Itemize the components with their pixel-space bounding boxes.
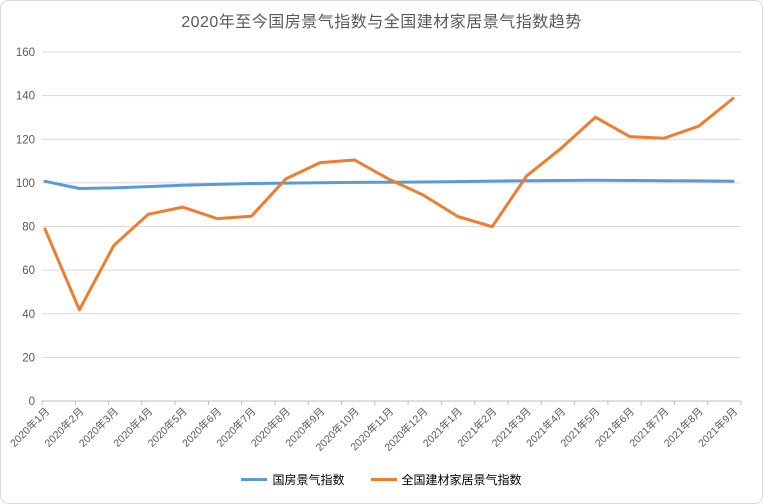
legend-line-swatch-orange xyxy=(370,477,397,481)
y-axis-tick-label-100: 100 xyxy=(16,178,35,190)
chart-title: 2020年至今国房景气指数与全国建材家居景气指数趋势 xyxy=(181,14,582,31)
chart-legend: 国房景气指数 全国建材家居景气指数 xyxy=(0,468,763,490)
y-axis-tick-label-60: 60 xyxy=(22,265,35,277)
legend-item-jiancai-index[interactable]: 全国建材家居景气指数 xyxy=(370,471,522,488)
y-axis-tick-label-120: 120 xyxy=(16,134,35,146)
legend-line-swatch-blue xyxy=(241,477,268,481)
chart-line-jiancai-index[interactable] xyxy=(43,97,735,312)
legend-label-guofang-index: 国房景气指数 xyxy=(272,472,345,487)
y-axis-tick-label-0: 0 xyxy=(29,396,35,408)
y-axis-tick-label-20: 20 xyxy=(22,352,35,364)
legend-item-guofang-index[interactable]: 国房景气指数 xyxy=(241,471,345,488)
y-axis-tick-label-80: 80 xyxy=(22,222,35,234)
legend-label-jiancai-index: 全国建材家居景气指数 xyxy=(401,472,522,487)
y-axis-tick-label-160: 160 xyxy=(16,47,35,59)
y-axis-tick-label-40: 40 xyxy=(22,309,35,321)
y-axis-tick-label-140: 140 xyxy=(16,91,35,103)
chart-line-guofang-index[interactable] xyxy=(43,178,735,190)
